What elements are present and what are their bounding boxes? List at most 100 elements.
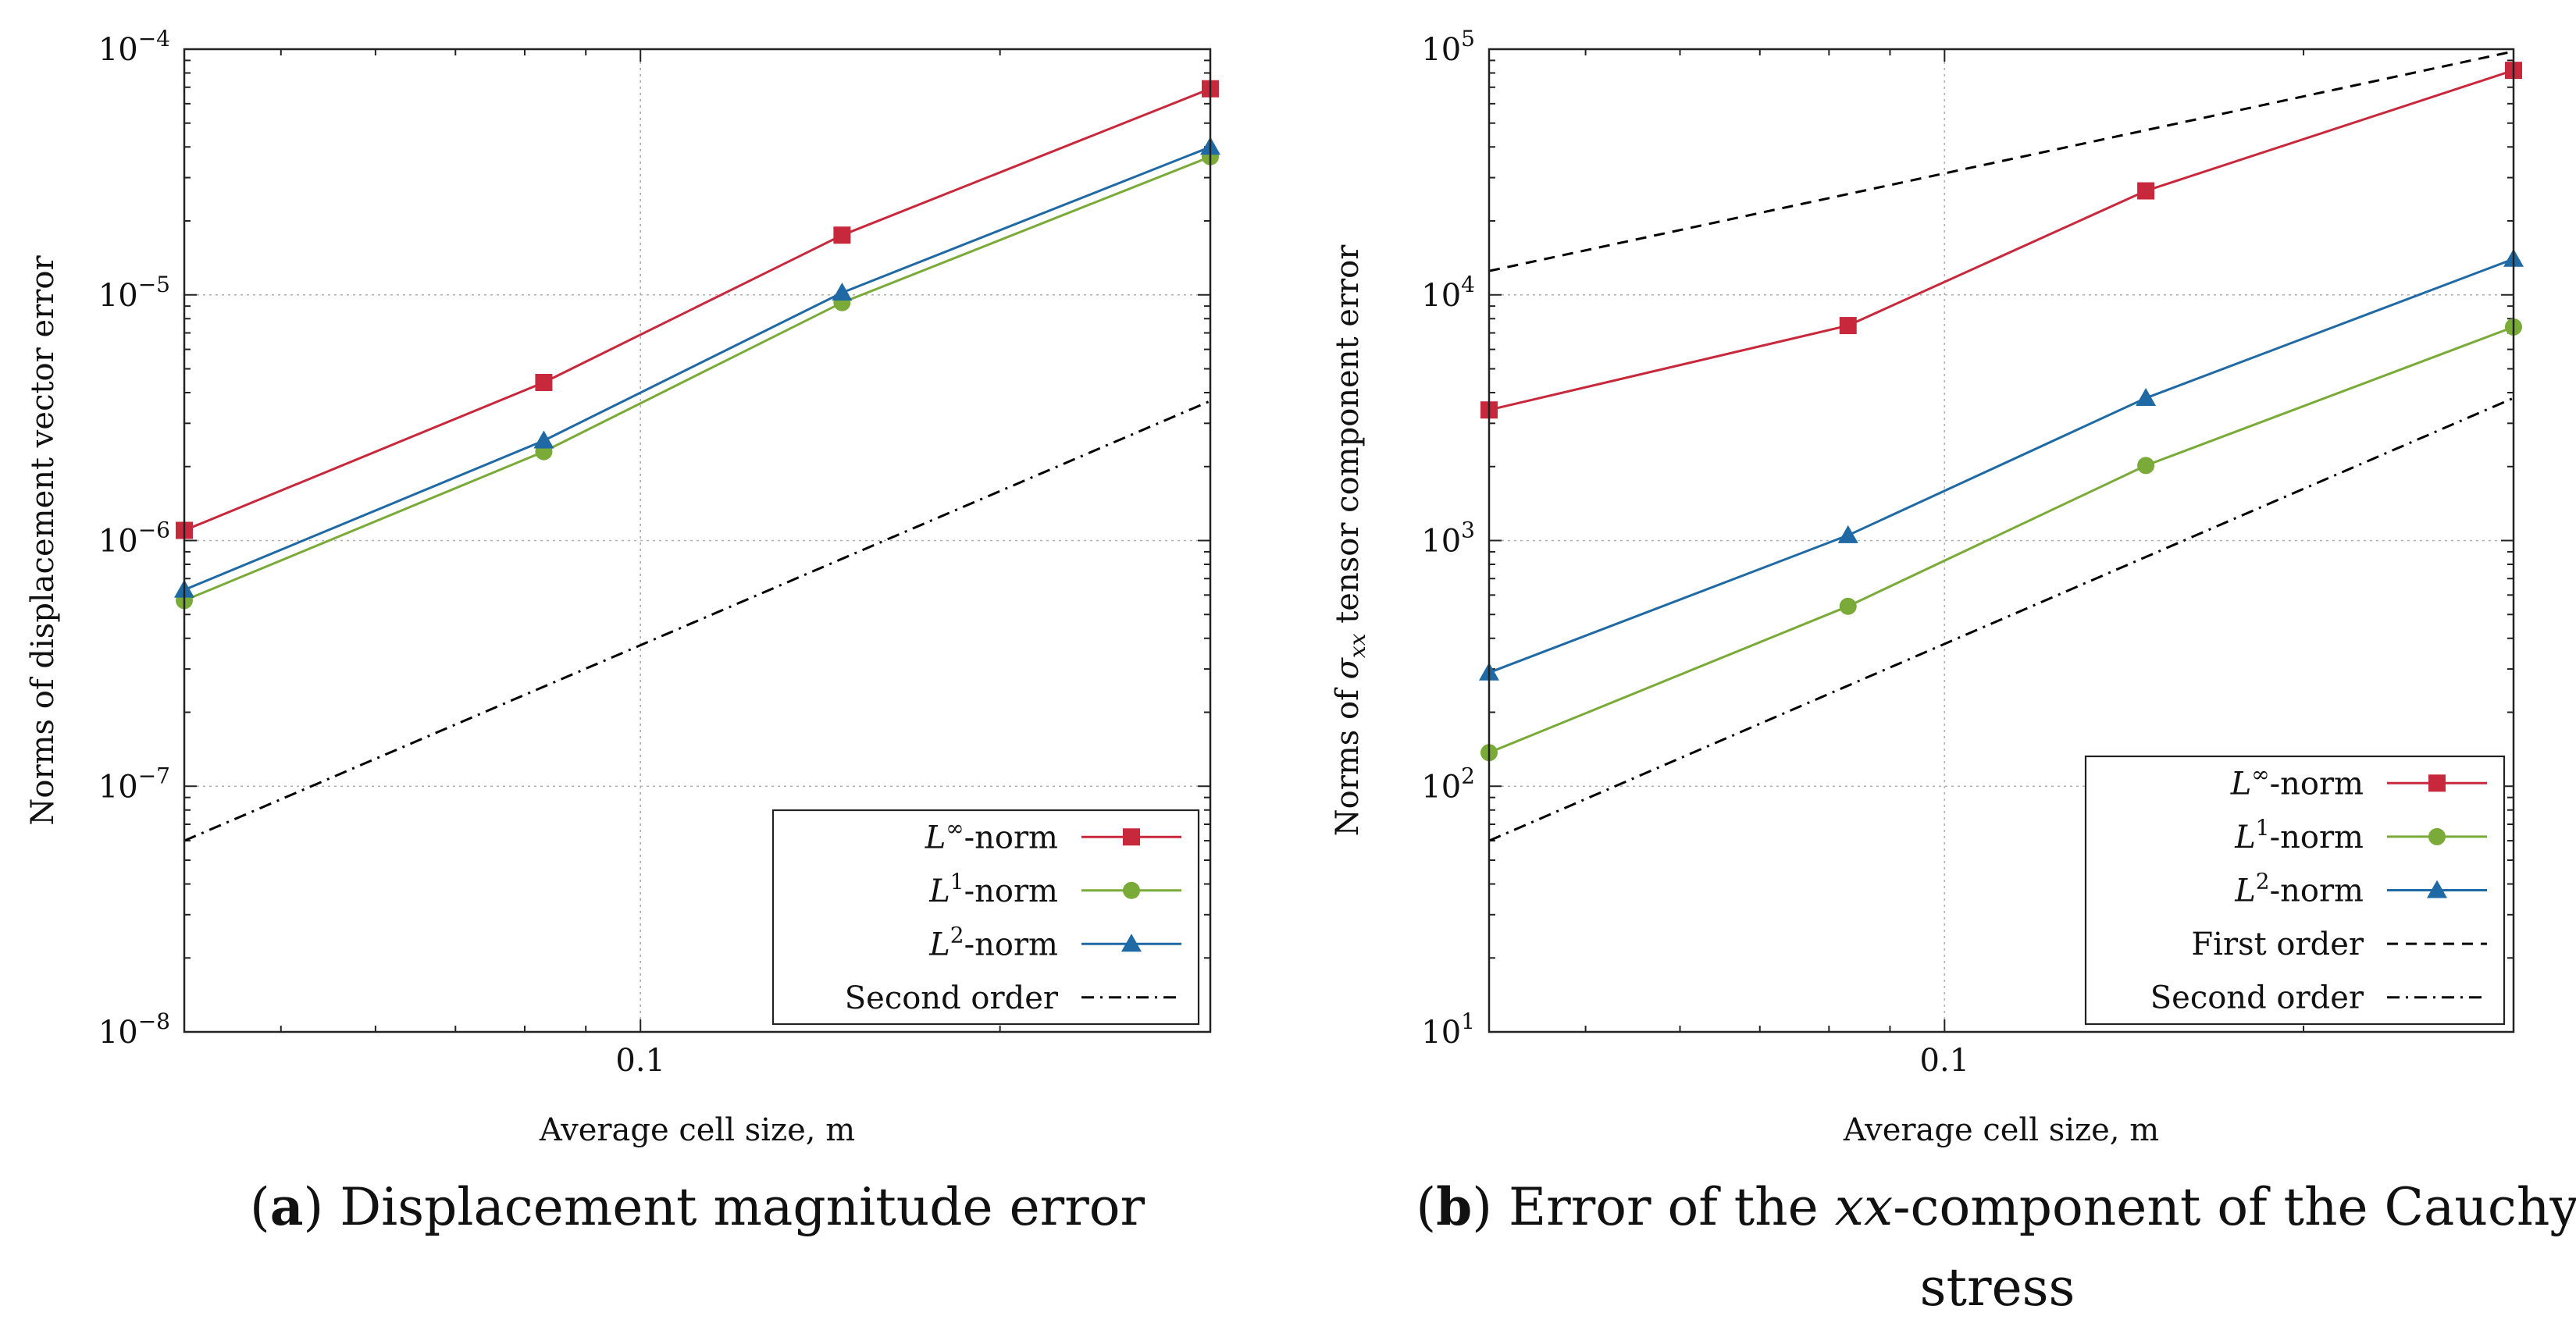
caption-paren: ( <box>1416 1177 1436 1237</box>
y-tick-exponent: 4 <box>1461 272 1475 297</box>
legend-label: L1-norm <box>928 869 1058 909</box>
legend-label: L2-norm <box>928 922 1058 962</box>
y-tick-base: 10 <box>98 524 138 560</box>
series-line <box>183 145 1211 592</box>
legend-label-main: Second order <box>2150 980 2364 1016</box>
series-line <box>183 155 1211 602</box>
legend-label: Second order <box>2150 980 2364 1016</box>
data-point <box>1837 525 1858 543</box>
y-tick-exponent: −8 <box>138 1008 170 1034</box>
caption-text: Error of the <box>1509 1177 1835 1237</box>
series-line <box>183 87 1211 532</box>
plot-frame <box>1488 48 2515 1033</box>
y-tick-base: 10 <box>1421 1015 1461 1051</box>
y-axis-label: Norms of σxx tensor component error <box>1330 244 1370 837</box>
legend-swatch-marker <box>1123 828 1140 846</box>
legend-label-superscript: ∞ <box>2251 761 2269 787</box>
caption-line2: stress <box>1920 1257 2075 1318</box>
y-axis-label-symbol: σ <box>1330 656 1366 679</box>
series-line <box>1488 69 2514 411</box>
y-tick-label: 10−7 <box>98 763 170 805</box>
y-tick-base: 10 <box>1421 769 1461 805</box>
data-point <box>2137 182 2155 200</box>
plot-frame <box>183 48 1212 1033</box>
caption: (a) Displacement magnitude error <box>250 1176 1145 1237</box>
data-point <box>833 226 851 244</box>
y-axis-label-subscript: xx <box>1345 633 1370 658</box>
series-ref-3 <box>1488 50 2514 272</box>
legend-swatch-marker <box>2427 880 2447 898</box>
caption-text: Displacement magnitude error <box>340 1177 1145 1237</box>
y-tick-label: 10−4 <box>98 26 170 68</box>
legend-swatch-marker <box>1123 881 1140 899</box>
legend-swatch-marker <box>1121 934 1142 952</box>
legend-label-rest: -norm <box>964 873 1058 909</box>
data-point <box>1839 317 1857 335</box>
y-tick-base: 10 <box>98 1015 138 1051</box>
y-tick-base: 10 <box>98 769 138 805</box>
series-linf-0 <box>176 80 1219 539</box>
x-axis-label: Average cell size, m <box>1843 1112 2159 1148</box>
y-tick-base: 10 <box>1421 524 1461 560</box>
series-linf-0 <box>1480 62 2522 419</box>
series-l1-1 <box>1480 318 2522 762</box>
y-tick-label: 10−5 <box>98 272 170 314</box>
legend-label-rest: -norm <box>2270 820 2364 855</box>
series-ref-3 <box>183 400 1211 842</box>
legend-label-rest: -norm <box>964 820 1058 855</box>
series-line <box>1488 258 2514 674</box>
y-axis-label-prefix: Norms of <box>1330 679 1366 836</box>
series-ref-4 <box>1488 397 2514 842</box>
series-line <box>1488 50 2514 272</box>
y-tick-exponent: −6 <box>138 518 170 543</box>
x-tick-label: 0.1 <box>615 1043 665 1079</box>
series-line <box>183 400 1211 842</box>
y-tick-exponent: 5 <box>1461 26 1475 52</box>
y-tick-base: 10 <box>1421 278 1461 314</box>
legend-label: L∞-norm <box>925 815 1058 855</box>
legend-label-main: L <box>2234 873 2256 909</box>
x-tick-label: 0.1 <box>1920 1043 1970 1079</box>
data-point <box>2137 457 2155 475</box>
caption-paren: ) <box>303 1177 340 1237</box>
legend-label: First order <box>2191 927 2364 962</box>
y-tick-exponent: 2 <box>1461 763 1475 788</box>
legend-label: L∞-norm <box>2230 761 2364 802</box>
legend-label-main: L <box>928 873 950 909</box>
legend-label: L1-norm <box>2234 815 2364 855</box>
y-tick-base: 10 <box>98 32 138 68</box>
legend-label-superscript: ∞ <box>946 815 964 841</box>
legend-label-main: L <box>2230 766 2252 802</box>
y-tick-label: 101 <box>1421 1008 1475 1051</box>
legend-label-superscript: 2 <box>950 922 964 948</box>
x-axis-label: Average cell size, m <box>539 1112 855 1148</box>
y-axis-label: Norms of displacement vector error <box>25 255 61 826</box>
caption-paren: ) <box>1472 1177 1509 1237</box>
caption-math: xx <box>1835 1177 1893 1237</box>
caption-text: -component of the Cauchy <box>1893 1177 2576 1237</box>
caption-paren: ( <box>250 1177 270 1237</box>
caption-label: a <box>270 1176 304 1237</box>
y-tick-base: 10 <box>98 278 138 314</box>
y-tick-exponent: −4 <box>138 26 170 52</box>
data-point <box>535 373 553 391</box>
y-tick-label: 105 <box>1421 26 1475 68</box>
legend-label-main: L <box>925 820 946 855</box>
data-point <box>533 430 554 449</box>
y-tick-label: 10−6 <box>98 518 170 560</box>
y-tick-exponent: −5 <box>138 272 170 297</box>
y-tick-exponent: 1 <box>1461 1008 1475 1034</box>
y-axis-label-suffix: tensor component error <box>1330 244 1366 634</box>
legend-label-rest: -norm <box>2270 873 2364 909</box>
y-tick-label: 104 <box>1421 272 1475 314</box>
legend-label-superscript: 1 <box>2256 815 2270 841</box>
y-tick-exponent: 3 <box>1461 518 1475 543</box>
legend-label-main: L <box>2234 820 2256 855</box>
legend-label-main: L <box>928 927 950 962</box>
data-point <box>2136 388 2157 407</box>
